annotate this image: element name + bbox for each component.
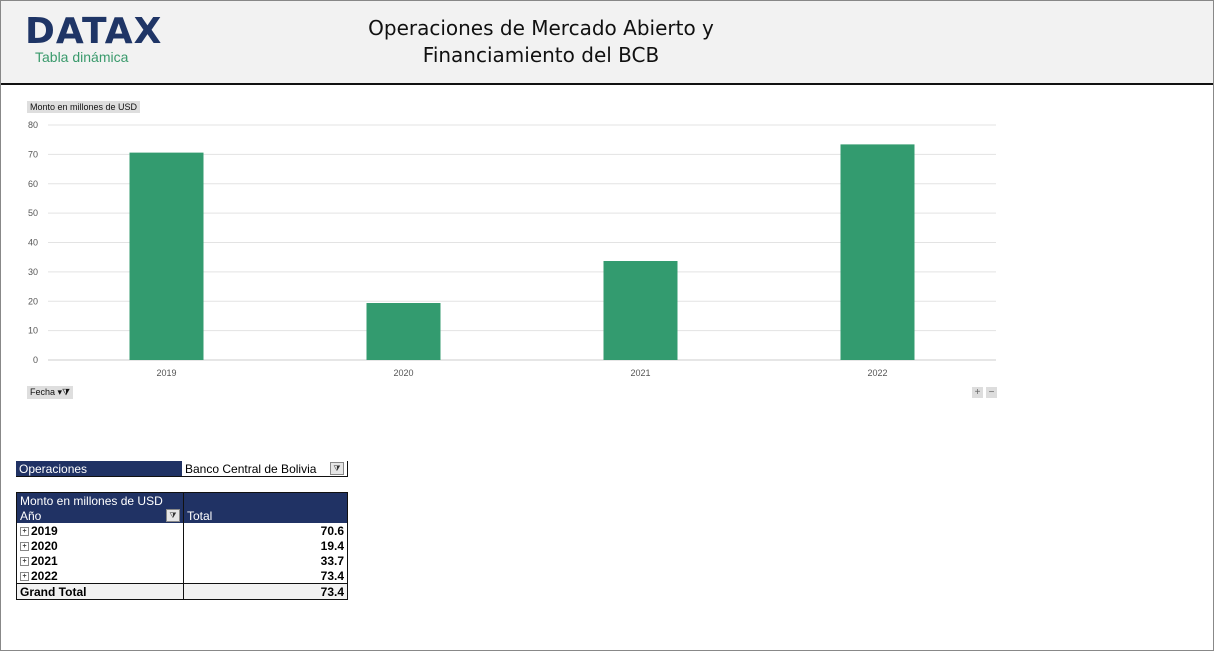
y-tick-label: 80 [28, 120, 38, 130]
filter-dropdown[interactable]: Banco Central de Bolivia ⧩ [182, 461, 348, 477]
row-header-label: Año [20, 508, 42, 523]
y-tick-label: 0 [33, 355, 38, 365]
logo: DATAX [25, 11, 163, 52]
fecha-label: Fecha [30, 387, 56, 397]
y-tick-label: 70 [28, 149, 38, 159]
year-label: 2021 [31, 553, 58, 568]
row-value: 33.7 [320, 553, 344, 568]
y-tick-label: 10 [28, 326, 38, 336]
y-tick-label: 40 [28, 238, 38, 248]
header: DATAX Tabla dinámica Operaciones de Merc… [1, 1, 1213, 85]
x-tick-label: 2019 [156, 368, 176, 378]
expand-icon[interactable]: + [20, 526, 29, 536]
filter-value: Banco Central de Bolivia [185, 461, 317, 476]
fecha-field-button[interactable]: Fecha ▾⧩ [27, 386, 74, 399]
x-tick-label: 2020 [393, 368, 413, 378]
year-label: 2020 [31, 538, 58, 553]
row-year[interactable]: +2019 [16, 523, 184, 538]
row-year[interactable]: +2021 [16, 553, 184, 568]
table-row: +2019 70.6 [16, 523, 348, 538]
x-tick-label: 2022 [867, 368, 887, 378]
row-value: 73.4 [320, 568, 344, 583]
grand-total-label: Grand Total [16, 583, 184, 600]
year-label: 2022 [31, 568, 58, 583]
value-header: Monto en millones de USD [16, 492, 184, 508]
bar [840, 144, 915, 360]
title-line-1: Operaciones de Mercado Abierto y [368, 16, 714, 40]
filter-dropdown-icon: ▾⧩ [57, 387, 71, 397]
title-line-2: Financiamiento del BCB [422, 43, 660, 67]
table-row: +2021 33.7 [16, 553, 348, 568]
filter-icon[interactable]: ⧩ [330, 461, 344, 475]
expand-icon[interactable]: + [20, 556, 29, 566]
bar [603, 261, 678, 360]
y-tick-label: 30 [28, 267, 38, 277]
y-tick-label: 50 [28, 208, 38, 218]
table-row: +2020 19.4 [16, 538, 348, 553]
filter-label: Operaciones [16, 461, 182, 477]
y-tick-label: 20 [28, 296, 38, 306]
row-value: 19.4 [320, 538, 344, 553]
bar-chart: 0 10 20 30 40 50 60 70 80 2019 2020 2021 2022 [28, 120, 996, 378]
x-tick-label: 2021 [630, 368, 650, 378]
row-year[interactable]: +2022 [16, 568, 184, 584]
bar [129, 152, 204, 360]
report-filter: Operaciones Banco Central de Bolivia ⧩ [16, 461, 348, 477]
expand-icon[interactable]: + [20, 571, 29, 581]
row-header: Año ⧩ [16, 508, 184, 523]
grand-total-value: 73.4 [320, 584, 344, 599]
row-filter-icon[interactable]: ⧩ [166, 508, 180, 522]
value-field-button[interactable]: Monto en millones de USD [27, 101, 141, 113]
expand-icon[interactable]: + [20, 541, 29, 551]
page-title: Operaciones de Mercado Abierto y Financia… [301, 15, 781, 69]
logo-subtitle: Tabla dinámica [35, 49, 129, 65]
year-label: 2019 [31, 523, 58, 538]
expand-button[interactable]: + [972, 387, 983, 398]
collapse-button[interactable]: − [986, 387, 997, 398]
y-tick-label: 60 [28, 179, 38, 189]
row-year[interactable]: +2020 [16, 538, 184, 553]
row-value: 70.6 [320, 523, 344, 538]
table-row: +2022 73.4 [16, 568, 348, 584]
pivot-table: Monto en millones de USD Año ⧩ Total +2019… [16, 492, 348, 600]
col-header: Total [183, 508, 348, 523]
bar [366, 303, 441, 360]
